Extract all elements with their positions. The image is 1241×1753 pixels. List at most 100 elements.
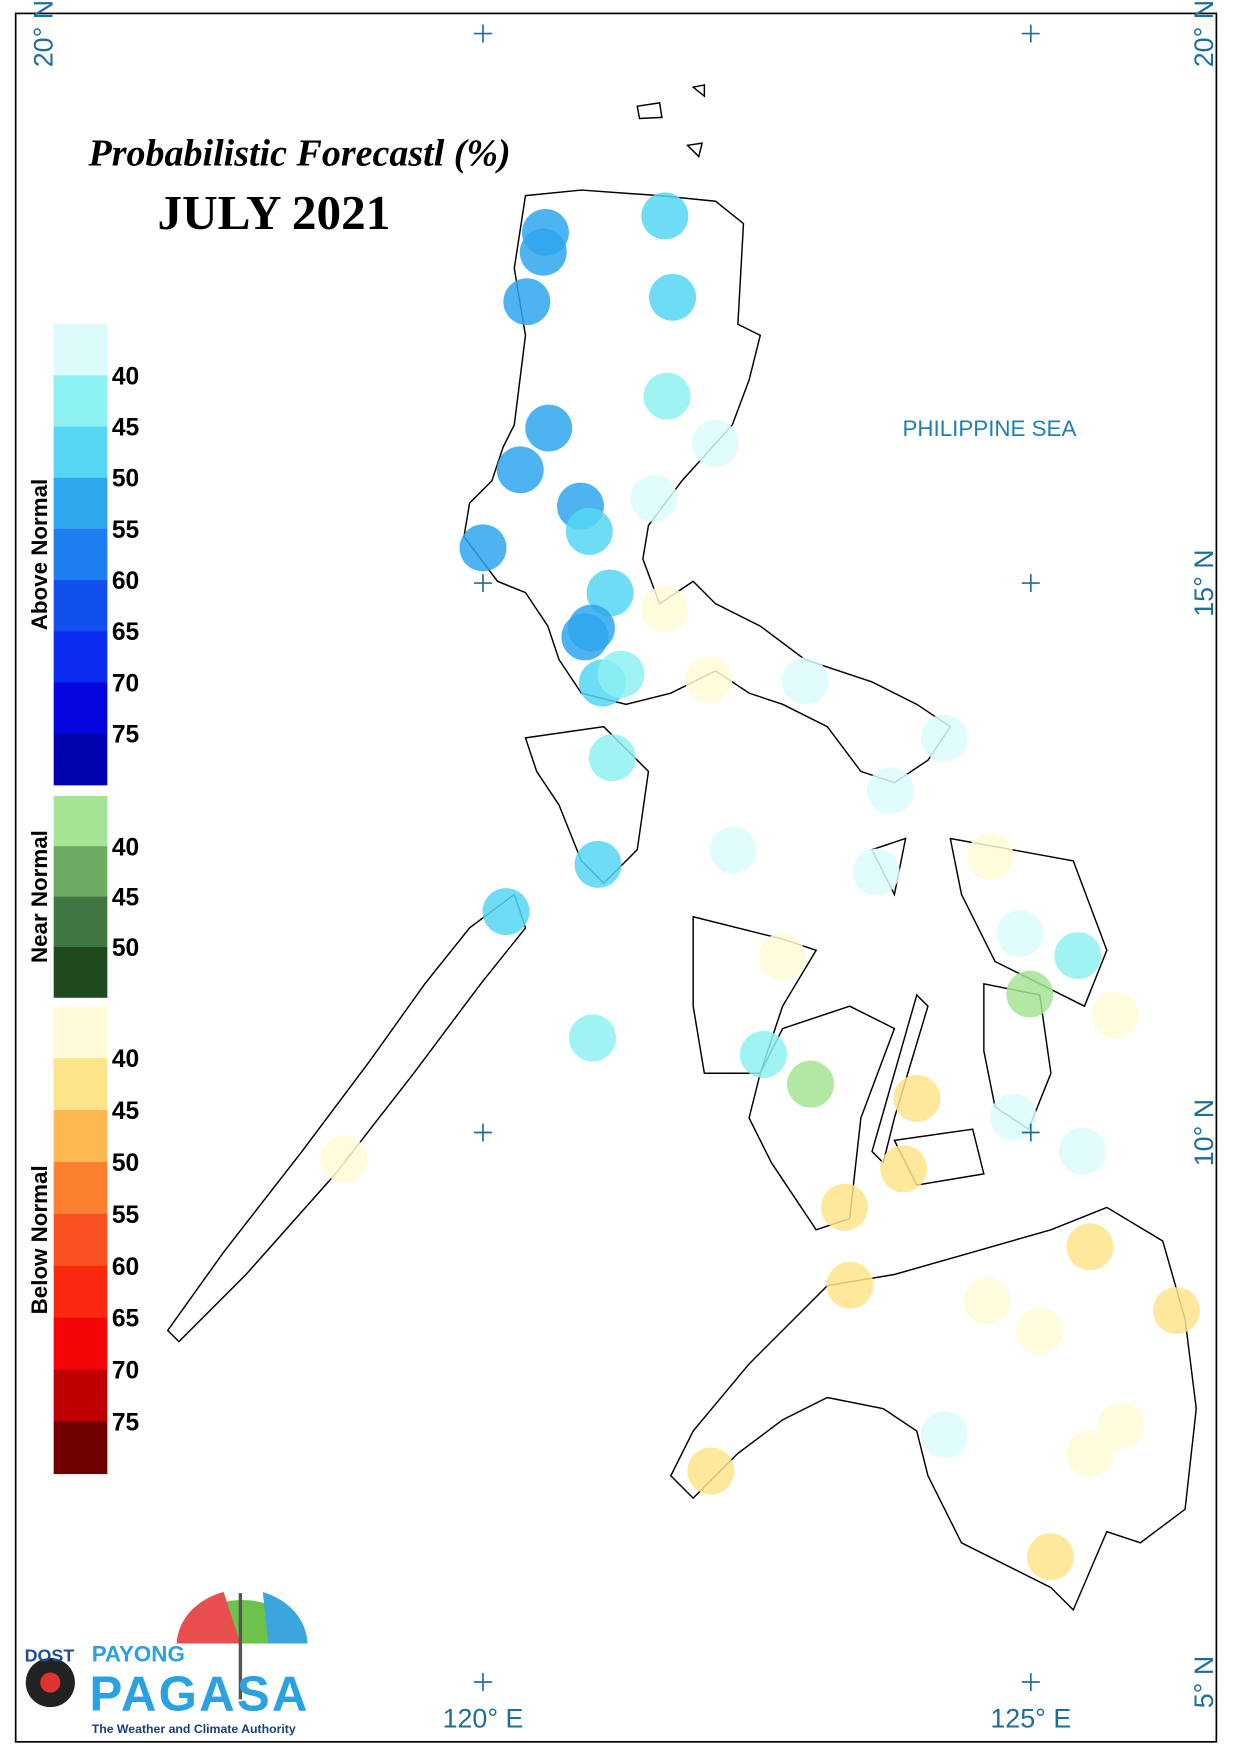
sea-label: PHILIPPINE SEA [903,416,1077,441]
grid-cross [474,1673,492,1691]
station-circle [569,1014,617,1062]
station-circle [781,657,829,705]
station-circle [989,1093,1037,1141]
legend-swatch [53,528,108,581]
station-circle [561,613,609,661]
station-circle [966,833,1014,881]
station-circle [519,228,567,276]
station-circle [1097,1402,1145,1450]
legend-swatch [53,733,108,786]
station-circle [685,656,733,704]
lat-label: 10° N [1189,1099,1219,1166]
stations [320,192,1200,1581]
legend-swatch [53,1265,108,1319]
station-circle [565,507,613,555]
dost-emblem-center [40,1672,61,1693]
station-circle [996,910,1044,958]
station-circle [641,192,689,240]
station-circle [852,848,900,896]
logo-brand-top: PAYONG [92,1641,185,1666]
station-circle [1153,1287,1200,1335]
station-circle [597,650,645,698]
station-circle [758,933,806,981]
logo-tagline: The Weather and Climate Authority [92,1722,296,1736]
legend-tick-label: 55 [112,517,139,544]
legend-tick-label: 75 [112,1410,139,1437]
batanes [636,84,706,158]
station-circle [630,474,678,522]
mindanao [669,1206,1197,1612]
legend-swatch [53,796,108,847]
lon-label: 125° E [990,1703,1071,1733]
legend-tick-label: 50 [112,466,139,493]
legend-tick-label: 40 [112,363,139,390]
lat-label: 20° N [1189,0,1219,67]
station-circle [641,585,689,633]
station-circle [459,524,507,572]
grid-cross [1021,1673,1040,1691]
legend-tick-label: 45 [112,885,139,912]
legend-swatch [53,682,108,735]
station-circle [920,714,968,762]
legend-swatch [53,1110,108,1163]
grid-cross [474,574,492,592]
palawan [166,893,527,1343]
station-circle [1066,1223,1114,1271]
station-circle [1016,1307,1064,1355]
umbrella-part [262,1592,308,1644]
map-title: Probabilistic Forecastl (%) [88,132,511,174]
legend-tick-label: 60 [112,1254,139,1281]
legend-swatch [53,324,108,376]
legend-group-label: Below Normal [27,1165,52,1314]
legend-swatch [53,1213,108,1267]
legend-swatch [53,375,108,428]
station-circle [574,840,622,888]
legend-tick-label: 50 [112,935,139,962]
legend-swatch [53,1369,108,1423]
station-circle [739,1031,787,1078]
legend-tick-label: 55 [112,1202,139,1229]
legend-tick-label: 70 [112,1358,139,1385]
logo: DOST PAYONG PAGASA The Weather and Clima… [25,1592,309,1736]
legend-swatch [53,896,108,948]
lat-label: 5° N [1189,1656,1219,1708]
station-circle [920,1411,968,1459]
station-circle [787,1060,835,1108]
legend-tick-label: 65 [112,1306,139,1333]
legend-tick-label: 60 [112,568,139,595]
station-circle [503,278,551,326]
station-circle [709,826,757,874]
legend-tick-label: 65 [112,619,139,646]
legend-swatch [53,946,108,998]
station-circle [1058,1127,1106,1175]
legend-swatch [53,631,108,684]
legend-tick-label: 50 [112,1150,139,1177]
station-circle [963,1277,1011,1325]
logo-agency: DOST [25,1645,75,1665]
legend-tick-label: 45 [112,415,139,442]
legend-swatch [53,1161,108,1215]
legend-tick-label: 40 [112,1046,139,1073]
station-circle [893,1074,941,1122]
station-circle [586,569,634,617]
station-circle [496,446,544,494]
station-circle [1054,932,1102,980]
station-circle [643,372,691,420]
grid-cross [474,1123,492,1142]
legend-swatch [53,426,108,479]
map-subtitle: JULY 2021 [158,185,391,240]
station-circle [867,767,915,815]
logo-brand: PAGASA [89,1667,309,1722]
grid-cross [1021,1123,1040,1142]
lon-label: 120° E [443,1703,524,1733]
umbrella-part [176,1592,241,1644]
lat-label: 15° N [1189,549,1219,616]
grid-cross [474,24,492,43]
station-circle [649,273,697,321]
station-circle [826,1261,874,1309]
station-circle [687,1447,735,1495]
legend-swatch [53,477,108,530]
graticule: 20° N 20° N 15° N 10° N 5° N 120° E 125° E [29,0,1219,1733]
